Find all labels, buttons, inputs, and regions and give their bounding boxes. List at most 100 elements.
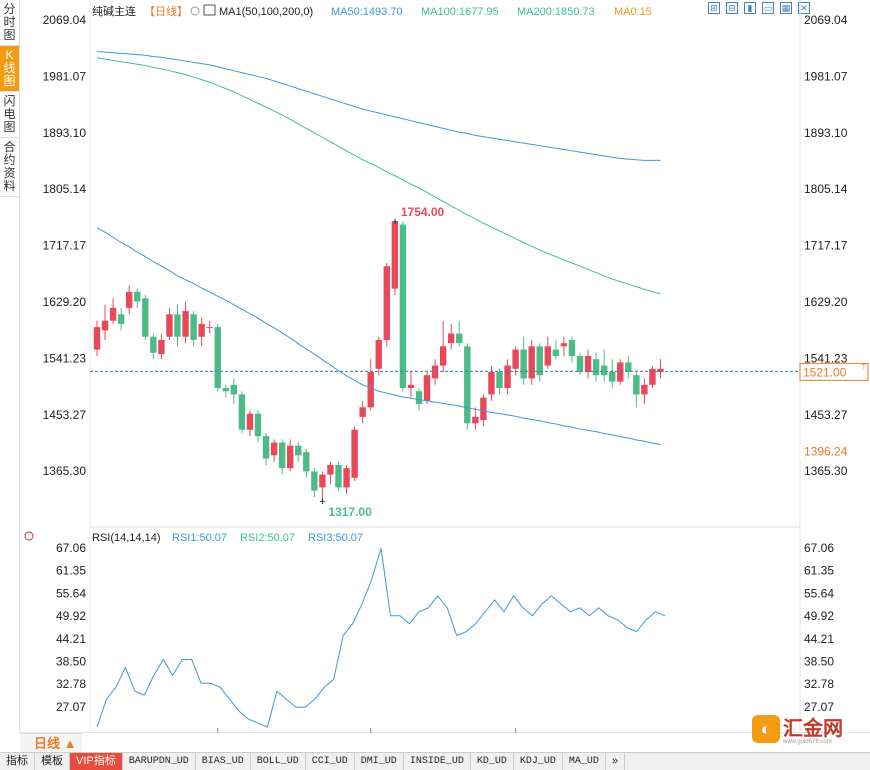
- price-y-axis-right: 2069.04 1981.07 1893.10 1805.14 1717.17 1629.…: [804, 13, 848, 478]
- candle-body: [512, 349, 519, 369]
- price-tick-left: 1805.14: [43, 182, 87, 196]
- low-marker-box: [800, 444, 850, 460]
- indicator-tab-0[interactable]: 指标: [0, 753, 35, 770]
- current-price-box: [799, 362, 869, 381]
- candle-body: [109, 307, 117, 321]
- candle-body: [399, 224, 407, 389]
- indicator-tab-7[interactable]: DMI_UD: [355, 753, 404, 770]
- ma50-label: MA50:1493.70: [331, 6, 403, 18]
- price-tick-right: 1629.20: [804, 295, 848, 309]
- indicator-tab-3[interactable]: BARUPDN_UD: [123, 753, 196, 770]
- period-tag: 【日线】: [144, 4, 188, 18]
- tabs-more-icon[interactable]: »: [606, 753, 625, 770]
- close-icon[interactable]: ✕: [798, 2, 810, 14]
- period-label: 日线: [34, 736, 61, 751]
- candle-body: [311, 471, 318, 491]
- logo-url: www.gold678.com: [783, 739, 832, 745]
- rsi-tick-right: 38.50: [804, 654, 834, 668]
- kline-chart[interactable]: 纯碱主连 【日线】 MA1(50,100,200,0) MA50:1493.70…: [0, 0, 870, 733]
- grid-icon[interactable]: ▦: [780, 2, 792, 14]
- indicator-tab-1[interactable]: 模板: [35, 753, 70, 770]
- max-crosshair-icon: +: [392, 216, 398, 228]
- ma100-line: [96, 57, 661, 295]
- candle-body: [439, 346, 447, 366]
- period-selector[interactable]: 日线 ▲: [20, 733, 82, 752]
- candle-body: [117, 314, 125, 324]
- price-tick-left: 1981.07: [43, 69, 87, 83]
- candle-body: [592, 359, 600, 376]
- price-markers: 1521.00 ⇡1396.24+1754.00+1317.00: [90, 205, 869, 519]
- price-tick-left: 1893.10: [43, 126, 87, 140]
- candle-body: [415, 391, 423, 405]
- price-tick-right: 1717.17: [804, 239, 848, 253]
- candle-body: [431, 365, 439, 379]
- split-icon[interactable]: ▭: [762, 2, 774, 14]
- candle-body: [351, 429, 358, 478]
- rsi-settings-icon[interactable]: [24, 531, 34, 541]
- rail-tab-0[interactable]: 分时图: [0, 0, 19, 46]
- ma-lines: [96, 50, 661, 445]
- logo-icon: ◐: [752, 715, 780, 743]
- indicator-tab-10[interactable]: KDJ_UD: [514, 753, 563, 770]
- left-rail: 分时图 K线图 闪电图 合约资料: [0, 0, 20, 733]
- chart-type-icon[interactable]: ▮: [744, 2, 756, 14]
- candle-body: [641, 384, 648, 395]
- rail-tab-2[interactable]: 闪电图: [0, 92, 19, 138]
- ma50-line: [96, 227, 661, 445]
- symbol-title: 纯碱主连: [92, 5, 136, 18]
- rail-tab-1[interactable]: K线图: [0, 46, 19, 92]
- price-tick-right: 1893.10: [804, 126, 848, 140]
- candle-body: [101, 320, 109, 331]
- indicator-tab-8[interactable]: INSIDE_UD: [404, 753, 471, 770]
- indicator-tab-11[interactable]: MA_UD: [563, 753, 606, 770]
- shrink-icon[interactable]: ⊟: [726, 2, 738, 14]
- candle-body: [174, 314, 181, 337]
- price-tick-left: 1629.20: [43, 295, 87, 309]
- candle-body: [93, 327, 101, 350]
- candle-body: [617, 362, 624, 382]
- candle-body: [520, 349, 527, 379]
- candle-body: [182, 311, 189, 337]
- price-up-arrow-icon: ⇡: [860, 361, 868, 371]
- ma-settings-icon[interactable]: [203, 4, 216, 16]
- add-indicator-icon[interactable]: [190, 6, 200, 16]
- candle-body: [448, 333, 455, 344]
- candle-body: [295, 445, 302, 456]
- ma200-label: MA200:1850.73: [517, 6, 595, 18]
- candle-body: [278, 442, 286, 469]
- indicator-tab-2[interactable]: VIP指标: [70, 753, 123, 770]
- candle-body: [480, 397, 487, 421]
- rsi-y-axis: 67.06 67.06 61.35 61.35 55.64 55.64 49.92 49.92…: [56, 541, 834, 714]
- price-tick-right: 1805.14: [804, 182, 848, 196]
- price-tick-right: 1365.30: [804, 464, 848, 478]
- candle-body: [150, 336, 157, 353]
- candle-body: [633, 375, 640, 395]
- price-tick-left: 2069.04: [43, 13, 87, 27]
- expand-icon[interactable]: ⊞: [708, 2, 720, 14]
- rsi-tick-left: 27.07: [56, 700, 86, 714]
- indicator-tab-6[interactable]: CCI_UD: [306, 753, 355, 770]
- rsi-tick-right: 27.07: [804, 700, 834, 714]
- candle-body: [536, 346, 543, 376]
- ma1-label: MA1(50,100,200,0): [219, 6, 313, 18]
- indicator-tab-9[interactable]: KD_UD: [471, 753, 514, 770]
- candle-body: [287, 445, 294, 469]
- price-tick-left: 1541.23: [43, 351, 87, 365]
- candle-body: [134, 291, 141, 302]
- rsi-panel: RSI(14,14,14) RSI1:50.07 RSI2:50.07 RSI3…: [24, 531, 363, 544]
- price-tick-right: 1981.07: [804, 69, 848, 83]
- rsi-tick-left: 32.78: [56, 677, 86, 691]
- indicator-tab-5[interactable]: BOLL_UD: [251, 753, 306, 770]
- rsi-tick-left: 38.50: [56, 654, 86, 668]
- candle-body: [359, 407, 366, 417]
- price-tick-left: 1717.17: [43, 239, 87, 253]
- candle-body: [246, 413, 254, 430]
- ma0-label: MA0:15: [614, 6, 652, 18]
- rail-tab-3[interactable]: 合约资料: [0, 138, 19, 197]
- current-price-label: 1521.00: [803, 365, 847, 379]
- candle-body: [270, 442, 278, 456]
- price-tick-right: 2069.04: [804, 13, 848, 27]
- min-price-label: 1317.00: [328, 505, 372, 519]
- candle-body: [158, 339, 165, 355]
- indicator-tab-4[interactable]: BIAS_UD: [196, 753, 251, 770]
